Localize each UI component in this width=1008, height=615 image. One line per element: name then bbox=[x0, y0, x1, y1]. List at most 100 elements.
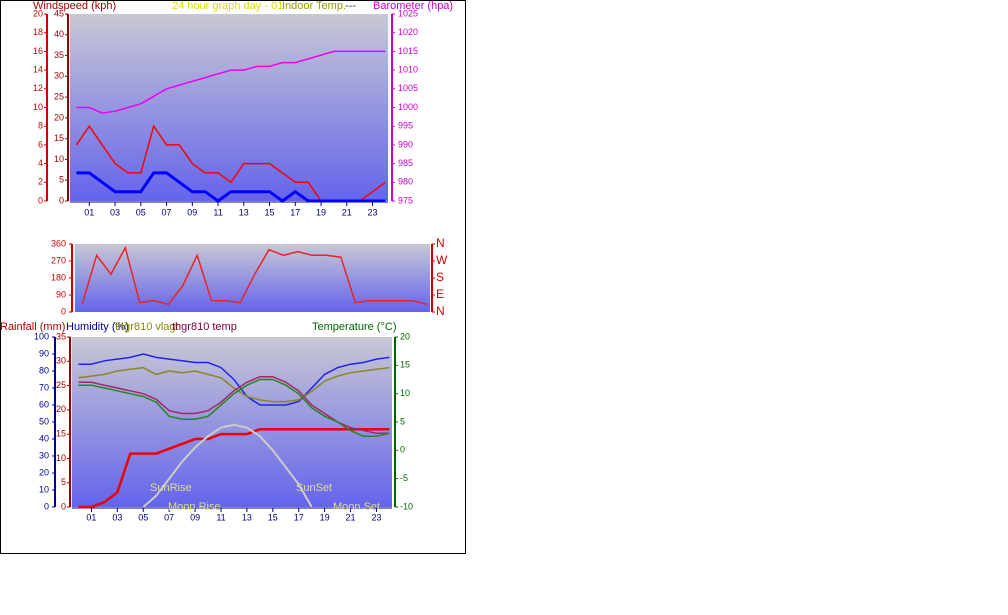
y3-tick-label: 2 bbox=[38, 177, 43, 187]
y3-tick-label: 50 bbox=[39, 416, 49, 426]
y2-tick-label: 5 bbox=[400, 416, 405, 426]
y3-tick-label: 20 bbox=[39, 467, 49, 477]
y2-tick-label: 0 bbox=[400, 445, 405, 455]
y3-tick-label: 18 bbox=[33, 27, 43, 37]
y-tick-label: 270 bbox=[51, 255, 66, 265]
y2-tick-label: N bbox=[436, 304, 445, 318]
x-tick-label: 01 bbox=[84, 207, 94, 217]
y2-tick-label: -10 bbox=[400, 501, 413, 511]
x-tick-label: 01 bbox=[86, 512, 96, 522]
x-tick-label: 13 bbox=[239, 207, 249, 217]
y2-tick-label: 980 bbox=[398, 177, 413, 187]
y3-tick-label: 80 bbox=[39, 365, 49, 375]
y2-tick-label: 15 bbox=[400, 360, 410, 370]
y2-tick-label: W bbox=[436, 253, 448, 267]
y2-tick-label: 1005 bbox=[398, 83, 418, 93]
label: Temperature (°C) bbox=[312, 321, 396, 333]
y3-tick-label: 6 bbox=[38, 139, 43, 149]
y3-tick-label: 4 bbox=[38, 158, 43, 168]
x-tick-label: 15 bbox=[265, 207, 275, 217]
y-tick-label: 25 bbox=[56, 380, 66, 390]
y-tick-label: 10 bbox=[56, 453, 66, 463]
label: Windspeed (kph) bbox=[33, 0, 116, 12]
y2-tick-label: 10 bbox=[400, 388, 410, 398]
label: Barometer (hpa) bbox=[373, 0, 453, 12]
x-tick-label: 23 bbox=[368, 207, 378, 217]
x-tick-label: 03 bbox=[110, 207, 120, 217]
label: SunSet bbox=[296, 482, 332, 494]
x-tick-label: 05 bbox=[138, 512, 148, 522]
y3-tick-label: 12 bbox=[33, 83, 43, 93]
x-tick-label: 07 bbox=[162, 207, 172, 217]
x-tick-label: 21 bbox=[342, 207, 352, 217]
y2-tick-label: 990 bbox=[398, 139, 413, 149]
y2-tick-label: 1010 bbox=[398, 64, 418, 74]
y3-tick-label: 60 bbox=[39, 399, 49, 409]
y3-tick-label: 90 bbox=[39, 348, 49, 358]
x-tick-label: 11 bbox=[213, 207, 222, 217]
y-tick-label: 0 bbox=[61, 501, 66, 511]
y3-tick-label: 14 bbox=[33, 64, 43, 74]
label: SunRise bbox=[150, 482, 192, 494]
label: Humidity (%) bbox=[66, 321, 129, 333]
y-tick-label: 25 bbox=[54, 91, 64, 101]
y-tick-label: 30 bbox=[56, 356, 66, 366]
y-tick-label: 20 bbox=[54, 112, 64, 122]
plot-area bbox=[70, 14, 388, 201]
x-tick-label: 03 bbox=[112, 512, 122, 522]
y3-tick-label: 8 bbox=[38, 121, 43, 131]
y-tick-label: 360 bbox=[51, 238, 66, 248]
y2-tick-label: 20 bbox=[400, 331, 410, 341]
series-line bbox=[78, 378, 390, 437]
y-tick-label: 30 bbox=[54, 71, 64, 81]
label: Rainfall (mm) bbox=[0, 321, 65, 333]
label: Indoor Temp. bbox=[282, 0, 346, 12]
y3-tick-label: 100 bbox=[34, 331, 49, 341]
x-tick-label: 23 bbox=[371, 512, 381, 522]
x-tick-label: 13 bbox=[242, 512, 252, 522]
y3-tick-label: 10 bbox=[39, 484, 49, 494]
y2-tick-label: E bbox=[436, 287, 444, 301]
y-tick-label: 45 bbox=[54, 8, 64, 18]
y-tick-label: 0 bbox=[59, 195, 64, 205]
y-tick-label: 15 bbox=[56, 429, 66, 439]
y3-tick-label: 16 bbox=[33, 46, 43, 56]
y2-tick-label: S bbox=[436, 270, 444, 284]
label: thgr810 temp bbox=[172, 321, 237, 333]
series-line bbox=[78, 366, 390, 403]
series-line bbox=[142, 423, 313, 508]
y-tick-label: 35 bbox=[56, 331, 66, 341]
x-tick-label: 19 bbox=[316, 207, 326, 217]
y2-tick-label: 975 bbox=[398, 195, 413, 205]
y-tick-label: 0 bbox=[61, 306, 66, 316]
y3-tick-label: 0 bbox=[44, 501, 49, 511]
label: 24 hour graph day - 01 bbox=[172, 0, 283, 12]
y2-tick-label: 1025 bbox=[398, 8, 418, 18]
label: thgr810 vlagt bbox=[115, 321, 179, 333]
y2-tick-label: -5 bbox=[400, 473, 408, 483]
y3-tick-label: 10 bbox=[33, 102, 43, 112]
x-tick-label: 05 bbox=[136, 207, 146, 217]
y2-tick-label: N bbox=[436, 236, 445, 250]
y-tick-label: 10 bbox=[54, 154, 64, 164]
y-tick-label: 15 bbox=[54, 133, 64, 143]
x-tick-label: 19 bbox=[320, 512, 330, 522]
y2-tick-label: 985 bbox=[398, 158, 413, 168]
y3-tick-label: 30 bbox=[39, 450, 49, 460]
y-tick-label: 5 bbox=[61, 477, 66, 487]
label: Moon Rise bbox=[168, 501, 221, 513]
y3-tick-label: 70 bbox=[39, 382, 49, 392]
y-tick-label: 20 bbox=[56, 404, 66, 414]
label: --- bbox=[345, 0, 356, 12]
y-tick-label: 40 bbox=[54, 29, 64, 39]
series-line bbox=[78, 353, 390, 406]
y3-tick-label: 40 bbox=[39, 433, 49, 443]
y2-tick-label: 995 bbox=[398, 121, 413, 131]
y-tick-label: 5 bbox=[59, 175, 64, 185]
x-tick-label: 17 bbox=[290, 207, 300, 217]
y-tick-label: 90 bbox=[56, 289, 66, 299]
y-tick-label: 180 bbox=[51, 272, 66, 282]
y3-tick-label: 0 bbox=[38, 195, 43, 205]
y-tick-label: 35 bbox=[54, 50, 64, 60]
